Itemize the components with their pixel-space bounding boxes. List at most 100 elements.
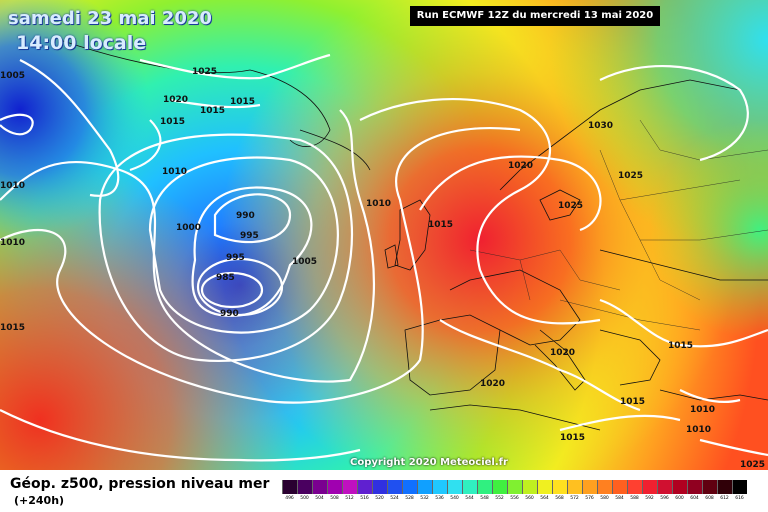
pressure-label: 1010 <box>0 181 25 191</box>
pressure-label: 1010 <box>690 405 715 415</box>
color-scale-label: 516 <box>360 496 369 501</box>
pressure-label: 1005 <box>292 257 317 267</box>
color-scale-label: 552 <box>495 496 504 501</box>
color-scale-label: 572 <box>570 496 579 501</box>
pressure-label: 1030 <box>588 121 613 131</box>
time-title: 14:00 locale <box>16 32 147 54</box>
color-scale-label: 520 <box>375 496 384 501</box>
color-scale-label: 564 <box>540 496 549 501</box>
pressure-label: 1000 <box>176 223 201 233</box>
map-canvas: 1005 1025 1020 1015 1015 1015 1010 1010 1000 990 9… <box>0 0 768 470</box>
color-scale-swatch <box>732 480 747 494</box>
color-scale-label: 584 <box>615 496 624 501</box>
pressure-label: 1015 <box>560 433 585 443</box>
color-scale-label: 508 <box>330 496 339 501</box>
color-scale-label: 540 <box>450 496 459 501</box>
isobars <box>0 53 768 462</box>
pressure-label: 990 <box>220 309 239 319</box>
color-scale-label: 600 <box>675 496 684 501</box>
color-scale-swatch <box>597 480 612 494</box>
color-scale-label: 592 <box>645 496 654 501</box>
color-scale-swatch <box>657 480 672 494</box>
legend-footer: Géop. z500, pression niveau mer (+240h) … <box>0 470 768 512</box>
color-scale-label: 580 <box>600 496 609 501</box>
color-scale-label: 528 <box>405 496 414 501</box>
color-scale-swatch <box>552 480 567 494</box>
color-scale-swatch <box>687 480 702 494</box>
color-scale-label: 576 <box>585 496 594 501</box>
pressure-label: 995 <box>226 253 245 263</box>
color-scale-label: 612 <box>720 496 729 501</box>
pressure-label: 1025 <box>192 67 217 77</box>
pressure-label: 1010 <box>162 167 187 177</box>
color-scale-swatch <box>702 480 717 494</box>
copyright: Copyright 2020 Meteociel.fr <box>350 457 508 468</box>
color-scale-label: 604 <box>690 496 699 501</box>
color-scale-swatch <box>402 480 417 494</box>
date-title: samedi 23 mai 2020 <box>8 8 212 29</box>
pressure-label: 1015 <box>160 117 185 127</box>
color-scale-label: 496 <box>285 496 294 501</box>
color-scale-swatch <box>297 480 312 494</box>
color-scale-label: 532 <box>420 496 429 501</box>
coastlines <box>59 39 768 431</box>
color-scale-label: 560 <box>525 496 534 501</box>
pressure-label: 995 <box>240 231 259 241</box>
color-scale-label: 548 <box>480 496 489 501</box>
color-scale-label: 588 <box>630 496 639 501</box>
pressure-label: 1015 <box>620 397 645 407</box>
legend-title: Géop. z500, pression niveau mer <box>10 476 270 492</box>
color-scale-label: 504 <box>315 496 324 501</box>
color-scale-label: 596 <box>660 496 669 501</box>
pressure-label: 1005 <box>0 71 25 81</box>
pressure-label: 1015 <box>428 220 453 230</box>
color-scale-swatch <box>627 480 642 494</box>
color-scale-swatch <box>387 480 402 494</box>
pressure-label: 1010 <box>0 238 25 248</box>
legend-subtitle: (+240h) <box>14 494 65 507</box>
pressure-label: 1020 <box>163 95 188 105</box>
color-scale-swatch <box>357 480 372 494</box>
color-scale-swatch <box>312 480 327 494</box>
color-scale-label: 556 <box>510 496 519 501</box>
borders <box>469 119 768 331</box>
pressure-label: 1020 <box>550 348 575 358</box>
color-scale-label: 536 <box>435 496 444 501</box>
color-scale-label: 616 <box>735 496 744 501</box>
color-scale-swatch <box>342 480 357 494</box>
color-scale-swatch <box>672 480 687 494</box>
color-scale-label: 512 <box>345 496 354 501</box>
pressure-labels: 1005 1025 1020 1015 1015 1015 1010 1010 1000 990 9… <box>0 67 765 470</box>
run-info: Run ECMWF 12Z du mercredi 13 mai 2020 <box>410 6 660 26</box>
color-scale-swatch <box>507 480 522 494</box>
color-scale-swatch <box>537 480 552 494</box>
color-scale-label: 608 <box>705 496 714 501</box>
color-scale-swatch <box>582 480 597 494</box>
color-scale-swatch <box>522 480 537 494</box>
color-scale <box>282 480 747 494</box>
color-scale-label: 544 <box>465 496 474 501</box>
pressure-label: 1020 <box>480 379 505 389</box>
color-scale-swatch <box>282 480 297 494</box>
pressure-label: 1015 <box>200 106 225 116</box>
color-scale-swatch <box>327 480 342 494</box>
color-scale-labels: 496 500 504 508 512 516 520 524 528 532 536 540 544 5… <box>282 496 747 501</box>
pressure-label: 1010 <box>686 425 711 435</box>
color-scale-swatch <box>417 480 432 494</box>
pressure-label: 1015 <box>0 323 25 333</box>
color-scale-label: 524 <box>390 496 399 501</box>
color-scale-swatch <box>447 480 462 494</box>
pressure-label: 1025 <box>618 171 643 181</box>
color-scale-swatch <box>612 480 627 494</box>
pressure-label: 1015 <box>230 97 255 107</box>
color-scale-label: 568 <box>555 496 564 501</box>
color-scale-swatch <box>717 480 732 494</box>
pressure-label: 1025 <box>558 201 583 211</box>
pressure-label: 990 <box>236 211 255 221</box>
pressure-label: 985 <box>216 273 235 283</box>
color-scale-swatch <box>477 480 492 494</box>
pressure-label: 1010 <box>366 199 391 209</box>
color-scale-swatch <box>642 480 657 494</box>
color-scale-swatch <box>492 480 507 494</box>
